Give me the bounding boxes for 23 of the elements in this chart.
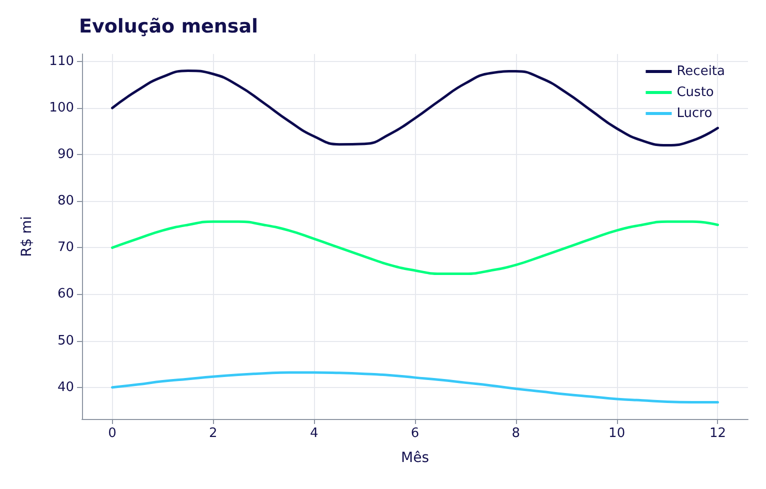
x-tick-label: 6 (410, 426, 420, 441)
y-tick-label: 90 (57, 147, 74, 162)
x-tick-label: 12 (709, 426, 726, 441)
y-tick-label: 70 (57, 240, 74, 256)
y-tick-label: 80 (57, 194, 74, 209)
y-tick-label: 50 (57, 333, 74, 348)
x-axis-title: Mês (401, 450, 429, 466)
y-tick-label: 110 (49, 54, 74, 69)
line-series (111, 220, 719, 275)
legend-label: Custo (676, 85, 714, 100)
y-tick-label: 40 (57, 380, 74, 395)
legend-label: Receita (676, 64, 726, 79)
line-series (111, 371, 719, 404)
legend-label: Lucro (676, 106, 712, 121)
y-tick-label: 60 (57, 286, 74, 302)
y-axis-title: R$ mi (19, 216, 35, 257)
chart-title: Evolução mensal (79, 16, 258, 38)
x-tick-label: 10 (608, 426, 626, 441)
x-tick-label: 4 (310, 426, 318, 441)
x-tick-label: 8 (512, 426, 520, 441)
x-tick-label: 0 (108, 426, 116, 441)
y-tick-label: 100 (49, 100, 74, 116)
x-tick-label: 2 (209, 426, 218, 441)
